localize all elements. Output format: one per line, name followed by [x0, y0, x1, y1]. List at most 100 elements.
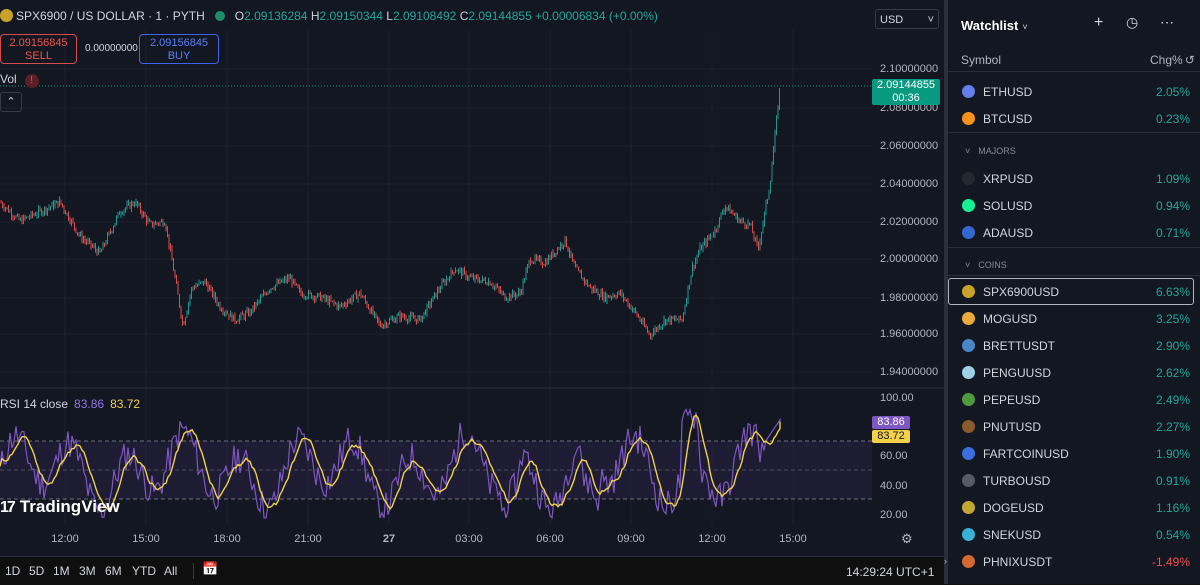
chevron-right-icon[interactable]: ›: [944, 556, 947, 566]
price-axis-label: 1.96000000: [880, 328, 939, 340]
section-majors[interactable]: ˅ MAJORS: [948, 146, 1016, 156]
advanced-view-icon[interactable]: ◷: [1126, 14, 1139, 30]
rsi-label: RSI 14 close: [0, 397, 69, 411]
watchlist-change: 0.71%: [1155, 226, 1190, 240]
spx6900-coin-icon: [0, 9, 13, 22]
chevron-down-icon: ˅: [1022, 22, 1028, 32]
panel-divider[interactable]: [944, 0, 948, 584]
watchlist-symbol: DOGEUSD: [983, 501, 1044, 515]
volume-indicator-label[interactable]: Vol!: [0, 72, 39, 88]
bottom-toolbar: 1D 5D 1M 3M 6M YTD All 📅 14:29:24 UTC+1: [0, 556, 944, 585]
watchlist-change: 0.54%: [1155, 528, 1190, 542]
watchlist-symbol: ETHUSD: [983, 85, 1033, 99]
watchlist-row-xrpusd[interactable]: XRPUSD 1.09%: [948, 165, 1200, 192]
watchlist-symbol: SOLUSD: [983, 199, 1033, 213]
spx6900usd-icon: [962, 285, 975, 298]
watchlist-symbol: PENGUUSD: [983, 366, 1052, 380]
buy-price: 2.09156845: [149, 37, 209, 49]
timeframe-5d[interactable]: 5D: [29, 564, 45, 578]
watchlist-row-turbousd[interactable]: TURBOUSD 0.91%: [948, 467, 1200, 494]
rsi-series-line: [0, 407, 781, 520]
price-axis-label: 1.94000000: [880, 366, 939, 378]
rsi-axis-label: 20.00: [880, 509, 908, 521]
price-chart[interactable]: [0, 0, 944, 556]
watchlist-symbol: FARTCOINUSD: [983, 447, 1069, 461]
watchlist-row-fartcoinusd[interactable]: FARTCOINUSD 1.90%: [948, 440, 1200, 467]
watchlist-change: -1.49%: [1151, 555, 1190, 569]
watchlist-symbol: PNUTUSD: [983, 420, 1042, 434]
watchlist-row-solusd[interactable]: SOLUSD 0.94%: [948, 192, 1200, 219]
watchlist-change: 0.91%: [1155, 474, 1190, 488]
chevron-down-icon: ˅: [927, 14, 934, 26]
settings-icon[interactable]: ⚙: [901, 531, 913, 546]
sell-label: SELL: [25, 50, 52, 62]
watchlist-symbol: TURBOUSD: [983, 474, 1051, 488]
symbol-header[interactable]: SPX6900 / US DOLLAR · 1 · PYTH O2.0913628…: [0, 9, 658, 23]
turbousd-icon: [962, 474, 975, 487]
chevron-up-icon: ⌃: [6, 96, 16, 108]
column-symbol-header[interactable]: Symbol: [961, 53, 1002, 67]
snekusd-icon: [962, 528, 975, 541]
date-range-icon[interactable]: 📅: [202, 561, 219, 576]
watchlist-change: 1.90%: [1155, 447, 1190, 461]
mogusd-icon: [962, 312, 975, 325]
watchlist-panel: Watchlist ˅ + ◷ ⋯ Symbol Chg% ↺ ETHUSD 2.05…: [948, 0, 1200, 584]
rsi-axis-label: 100.00: [880, 392, 914, 404]
pnutusd-icon: [962, 420, 975, 433]
watchlist-row-adausd[interactable]: ADAUSD 0.71%: [948, 219, 1200, 246]
price-axis-label: 2.06000000: [880, 140, 939, 152]
section-divider: [948, 132, 1200, 133]
column-chg-header[interactable]: Chg% ↺: [1150, 53, 1195, 67]
warning-icon[interactable]: !: [24, 74, 39, 88]
timeframe-1m[interactable]: 1M: [53, 564, 70, 578]
section-divider: [948, 275, 1200, 276]
sell-button[interactable]: 2.09156845 SELL: [0, 34, 77, 64]
watchlist-row-brettusdt[interactable]: BRETTUSDT 2.90%: [948, 332, 1200, 359]
tradingview-logo[interactable]: 17 TradingView: [0, 497, 120, 516]
section-coins[interactable]: ˅ COINS: [948, 260, 1007, 270]
price-axis-label: 2.00000000: [880, 253, 939, 265]
timezone-clock[interactable]: 14:29:24 UTC+1: [846, 565, 935, 579]
collapse-indicators-button[interactable]: ⌃: [0, 92, 22, 112]
add-symbol-icon[interactable]: +: [1094, 14, 1104, 31]
rsi-legend[interactable]: RSI 14 close 83.86 83.72: [0, 397, 140, 411]
bar-countdown: 00:36: [892, 92, 920, 104]
watchlist-row-btcusd[interactable]: BTCUSD 0.23%: [948, 105, 1200, 132]
rsi-value-tag: 83.86: [872, 416, 910, 429]
time-axis-label: 03:00: [455, 533, 483, 545]
watchlist-title[interactable]: Watchlist ˅: [961, 18, 1028, 33]
timeframe-ytd[interactable]: YTD: [132, 564, 156, 578]
watchlist-change: 0.94%: [1155, 199, 1190, 213]
time-axis-label: 27: [382, 533, 396, 545]
watchlist-row-spx6900usd[interactable]: SPX6900USD 6.63%: [948, 278, 1200, 305]
watchlist-change: 0.23%: [1155, 112, 1190, 126]
buy-button[interactable]: 2.09156845 BUY: [139, 34, 219, 64]
watchlist-row-mogusd[interactable]: MOGUSD 3.25%: [948, 305, 1200, 332]
watchlist-row-pnutusd[interactable]: PNUTUSD 2.27%: [948, 413, 1200, 440]
currency-select[interactable]: USD ˅: [875, 9, 939, 29]
watchlist-row-ethusd[interactable]: ETHUSD 2.05%: [948, 78, 1200, 105]
price-axis-label: 2.08000000: [880, 102, 939, 114]
chart-area[interactable]: SPX6900 / US DOLLAR · 1 · PYTH O2.0913628…: [0, 0, 944, 585]
watchlist-change: 2.90%: [1155, 339, 1190, 353]
watchlist-symbol: XRPUSD: [983, 172, 1034, 186]
timeframe-3m[interactable]: 3M: [79, 564, 96, 578]
timeframe-all[interactable]: All: [164, 564, 178, 578]
chart-background: [0, 0, 944, 584]
symbol-title: SPX6900 / US DOLLAR · 1 · PYTH: [16, 9, 205, 23]
watchlist-row-pepeusd[interactable]: PEPEUSD 2.49%: [948, 386, 1200, 413]
watchlist-symbol: ADAUSD: [983, 226, 1034, 240]
xrpusd-icon: [962, 172, 975, 185]
section-divider: [948, 247, 1200, 248]
timeframe-6m[interactable]: 6M: [105, 564, 122, 578]
brettusdt-icon: [962, 339, 975, 352]
timeframe-1d[interactable]: 1D: [5, 564, 21, 578]
toolbar-separator: [193, 563, 194, 579]
more-options-icon[interactable]: ⋯: [1160, 14, 1175, 30]
watchlist-row-penguusd[interactable]: PENGUUSD 2.62%: [948, 359, 1200, 386]
watchlist-row-phnixusdt[interactable]: PHNIXUSDT -1.49%: [948, 548, 1200, 575]
btcusd-icon: [962, 112, 975, 125]
watchlist-row-snekusd[interactable]: SNEKUSD 0.54%: [948, 521, 1200, 548]
watchlist-row-dogeusd[interactable]: DOGEUSD 1.16%: [948, 494, 1200, 521]
time-axis-label: 15:00: [779, 533, 807, 545]
